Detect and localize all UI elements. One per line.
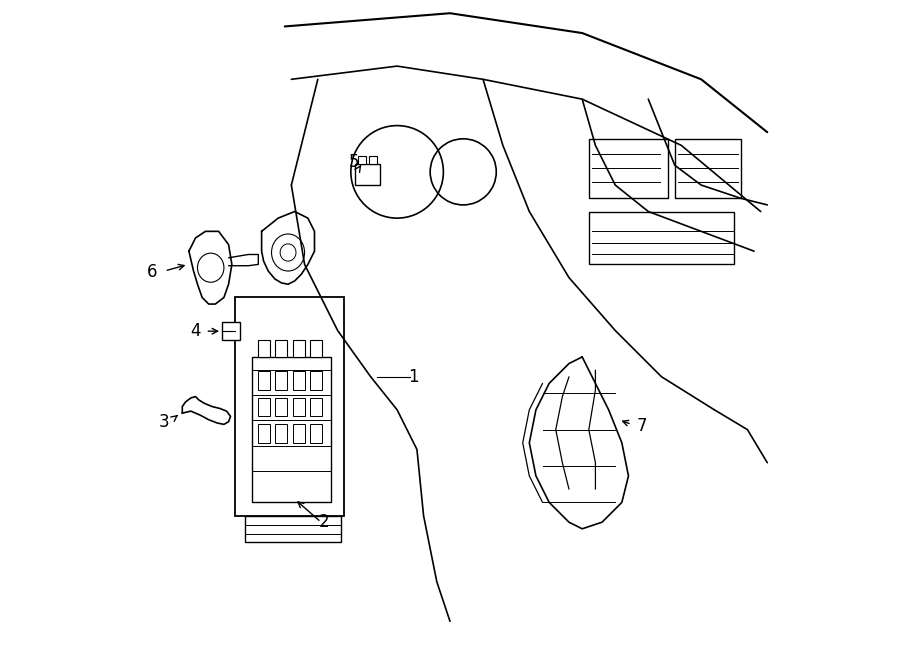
Bar bbox=[675, 139, 741, 198]
Text: 1: 1 bbox=[409, 368, 419, 386]
Text: 2: 2 bbox=[320, 513, 329, 531]
Text: 4: 4 bbox=[190, 322, 201, 340]
Bar bbox=[258, 340, 270, 357]
Bar bbox=[245, 516, 341, 542]
Text: 7: 7 bbox=[636, 417, 647, 436]
Bar bbox=[310, 424, 322, 443]
Bar bbox=[292, 424, 304, 443]
Text: 6: 6 bbox=[148, 263, 157, 282]
Bar bbox=[355, 164, 380, 185]
Bar bbox=[358, 156, 366, 164]
Bar bbox=[292, 371, 304, 390]
Bar bbox=[235, 297, 344, 516]
Bar bbox=[310, 340, 322, 357]
Bar bbox=[252, 357, 331, 502]
Bar bbox=[292, 340, 304, 357]
Bar bbox=[275, 371, 287, 390]
Bar bbox=[275, 340, 287, 357]
Text: 3: 3 bbox=[159, 412, 170, 431]
Bar bbox=[275, 398, 287, 416]
Bar bbox=[310, 398, 322, 416]
Bar bbox=[589, 212, 734, 264]
Bar bbox=[292, 398, 304, 416]
Bar bbox=[369, 156, 376, 164]
Bar bbox=[258, 398, 270, 416]
Bar bbox=[258, 424, 270, 443]
Bar bbox=[589, 139, 668, 198]
Bar bbox=[258, 371, 270, 390]
Bar bbox=[310, 371, 322, 390]
Bar bbox=[222, 322, 240, 340]
Text: 5: 5 bbox=[349, 153, 359, 171]
Bar bbox=[275, 424, 287, 443]
